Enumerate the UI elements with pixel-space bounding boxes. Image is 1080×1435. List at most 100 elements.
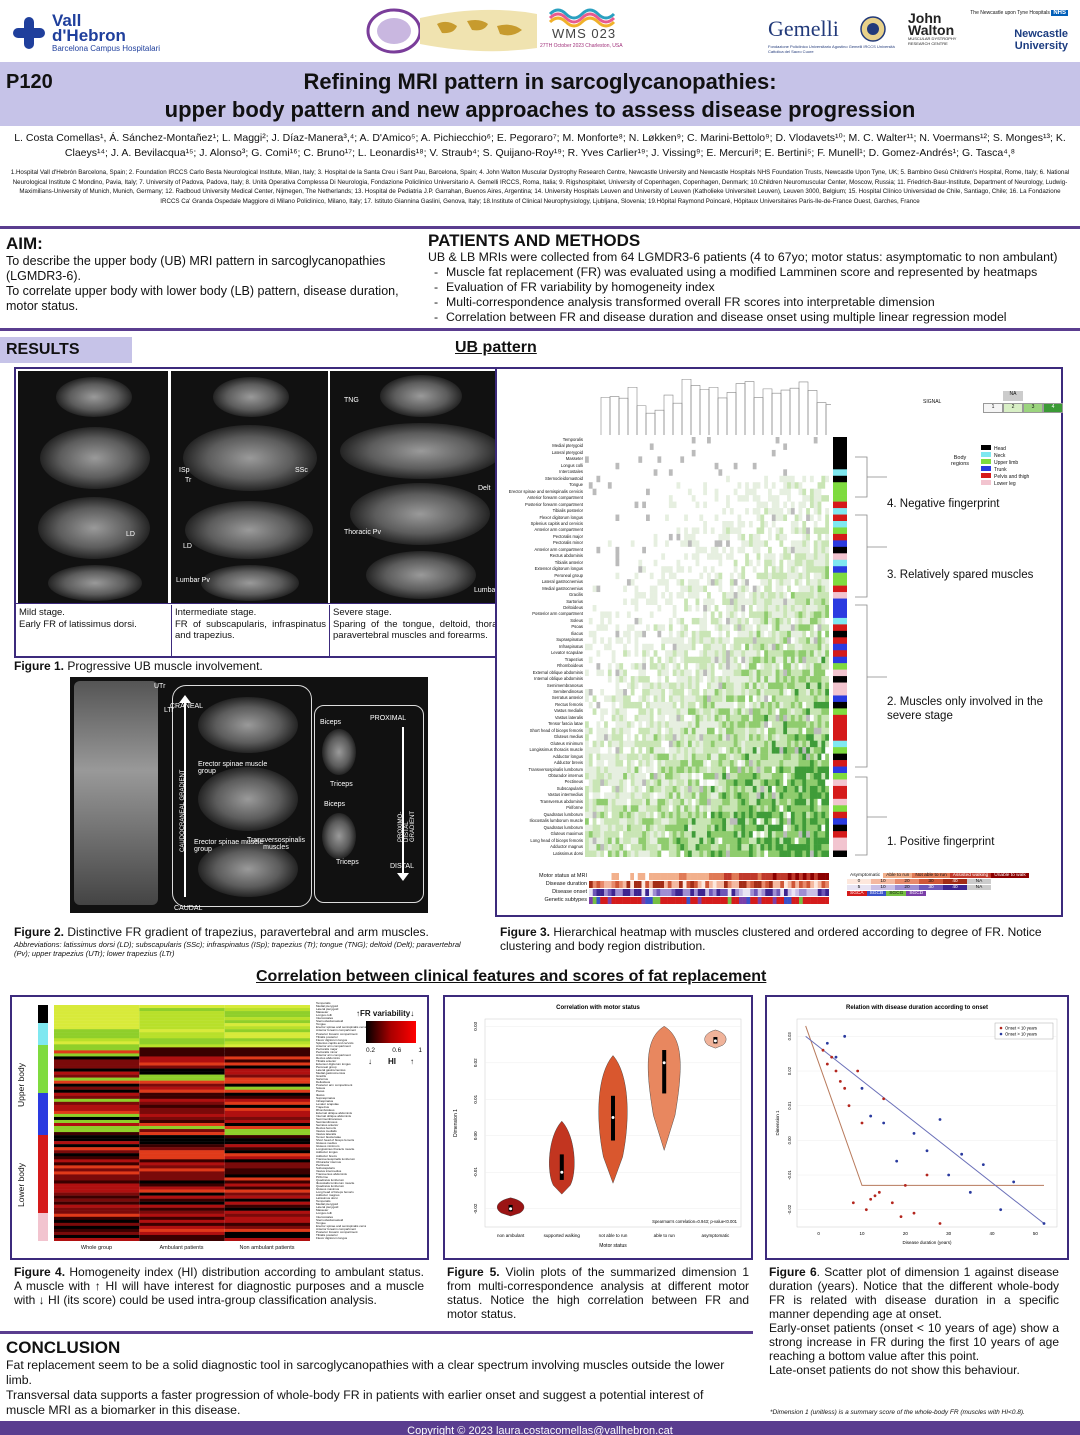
hi-cell bbox=[139, 1053, 225, 1057]
heatmap-cell bbox=[672, 734, 677, 741]
disease-duration-cell bbox=[746, 881, 751, 888]
genetic-subtype-cell bbox=[814, 897, 818, 904]
heatmap-cell bbox=[630, 469, 635, 477]
genetic-subtype-cell bbox=[784, 897, 788, 904]
heatmap-cell bbox=[768, 805, 773, 813]
region-cell bbox=[833, 514, 847, 522]
heatmap-cell bbox=[668, 514, 673, 522]
heatmap-cell bbox=[802, 611, 807, 619]
heatmap-cell bbox=[646, 701, 651, 709]
heatmap-cell bbox=[607, 630, 612, 638]
heatmap-cell bbox=[760, 792, 765, 800]
heatmap-row-label: Quadratus lumborum bbox=[543, 824, 583, 830]
heatmap-cell bbox=[630, 521, 635, 528]
heatmap-cell bbox=[794, 676, 799, 683]
disease-onset-cell bbox=[690, 889, 695, 896]
heatmap-cell bbox=[798, 714, 803, 722]
heatmap-cell bbox=[672, 553, 677, 561]
heatmap-cell bbox=[756, 695, 761, 703]
heatmap-cell bbox=[585, 798, 590, 806]
heatmap-cell bbox=[588, 643, 593, 651]
heatmap-cell bbox=[752, 540, 757, 548]
heatmap-cell bbox=[798, 540, 803, 548]
genetic-subtype-cell bbox=[761, 897, 766, 904]
heatmap-cell bbox=[668, 630, 673, 638]
heatmap-cell bbox=[768, 766, 773, 774]
heatmap-cell bbox=[714, 437, 719, 444]
heatmap-cell bbox=[684, 676, 689, 683]
heatmap-cell bbox=[680, 443, 685, 451]
heatmap-cell bbox=[596, 811, 601, 819]
disease-onset-cell bbox=[712, 889, 717, 896]
heatmap-cell bbox=[661, 592, 666, 599]
heatmap-cell bbox=[802, 559, 807, 567]
disease-duration-cell bbox=[787, 881, 792, 888]
heatmap-cell bbox=[783, 727, 788, 735]
heatmap-cell bbox=[623, 818, 628, 825]
heatmap-cell bbox=[684, 663, 689, 670]
heatmap-cell bbox=[684, 714, 689, 722]
heatmap-cell bbox=[707, 695, 712, 703]
heatmap-cell bbox=[611, 792, 616, 800]
heatmap-cell bbox=[585, 579, 590, 586]
heatmap-cell bbox=[813, 792, 818, 800]
hi-row-label: Anterior forearm compartment bbox=[316, 1226, 357, 1231]
heatmap-cell bbox=[771, 708, 776, 716]
heatmap-cell bbox=[630, 508, 635, 515]
heatmap-cell bbox=[806, 734, 811, 741]
heatmap-cell bbox=[665, 773, 670, 780]
heatmap-cell bbox=[741, 676, 746, 683]
heatmap-cell bbox=[748, 766, 754, 774]
figure-5-panel: Correlation with motor status 0.03 0.02 0.0… bbox=[443, 995, 753, 1260]
heatmap-cell bbox=[745, 740, 750, 748]
heatmap-cell bbox=[634, 811, 639, 819]
heatmap-cell bbox=[764, 585, 769, 593]
heatmap-cell bbox=[710, 773, 715, 780]
hi-column-labels: Whole group Ambulant patients Non ambula… bbox=[80, 1245, 295, 1251]
heatmap-cell bbox=[634, 779, 639, 787]
heatmap-cell bbox=[775, 540, 780, 548]
heatmap-cell bbox=[630, 572, 635, 580]
heatmap-cell bbox=[787, 553, 792, 561]
violin-median bbox=[713, 1039, 717, 1043]
hi-cell bbox=[224, 1198, 310, 1202]
heatmap-cell bbox=[802, 475, 807, 483]
heatmap-cell bbox=[585, 701, 590, 709]
heatmap-cell bbox=[600, 811, 605, 819]
heatmap-cell bbox=[611, 559, 616, 567]
heatmap-cell bbox=[585, 553, 590, 561]
heatmap-cell bbox=[687, 760, 693, 767]
heatmap-cell bbox=[726, 546, 731, 554]
heatmap-cell bbox=[615, 617, 620, 625]
heatmap-cell bbox=[642, 592, 647, 599]
dendrogram-branch bbox=[627, 386, 638, 435]
heatmap-cell bbox=[626, 785, 632, 793]
heatmap-cell bbox=[813, 572, 818, 580]
heatmap-cell bbox=[695, 805, 700, 813]
heatmap-cell bbox=[642, 753, 647, 761]
heatmap-cell bbox=[687, 695, 693, 703]
heatmap-cell bbox=[707, 605, 712, 612]
heatmap-cell bbox=[714, 527, 719, 535]
disease-duration-cell bbox=[742, 881, 747, 888]
heatmap-cell bbox=[752, 533, 757, 541]
heatmap-cell bbox=[722, 669, 727, 677]
heatmap-cell bbox=[604, 559, 609, 567]
heatmap-cell bbox=[707, 740, 712, 748]
heatmap-cell bbox=[768, 617, 773, 625]
heatmap-row-label: Temporalis bbox=[562, 437, 583, 442]
hi-row-label: Lateral gastrocnemius bbox=[316, 1068, 346, 1073]
region-cell bbox=[833, 533, 847, 541]
heatmap-cell bbox=[821, 611, 826, 619]
heatmap-cell bbox=[775, 611, 780, 619]
region-cell bbox=[833, 837, 847, 845]
heatmap-cell bbox=[653, 811, 658, 819]
heatmap-cell bbox=[604, 605, 609, 612]
genetic-subtype-cell bbox=[754, 897, 758, 904]
figure-1-caption: Figure 1. Progressive UB muscle involvem… bbox=[14, 659, 263, 673]
heatmap-cell bbox=[642, 559, 647, 567]
heatmap-cell bbox=[748, 643, 754, 651]
heatmap-cell bbox=[588, 592, 593, 599]
heatmap-cell bbox=[722, 663, 727, 670]
region-cell bbox=[833, 669, 847, 677]
